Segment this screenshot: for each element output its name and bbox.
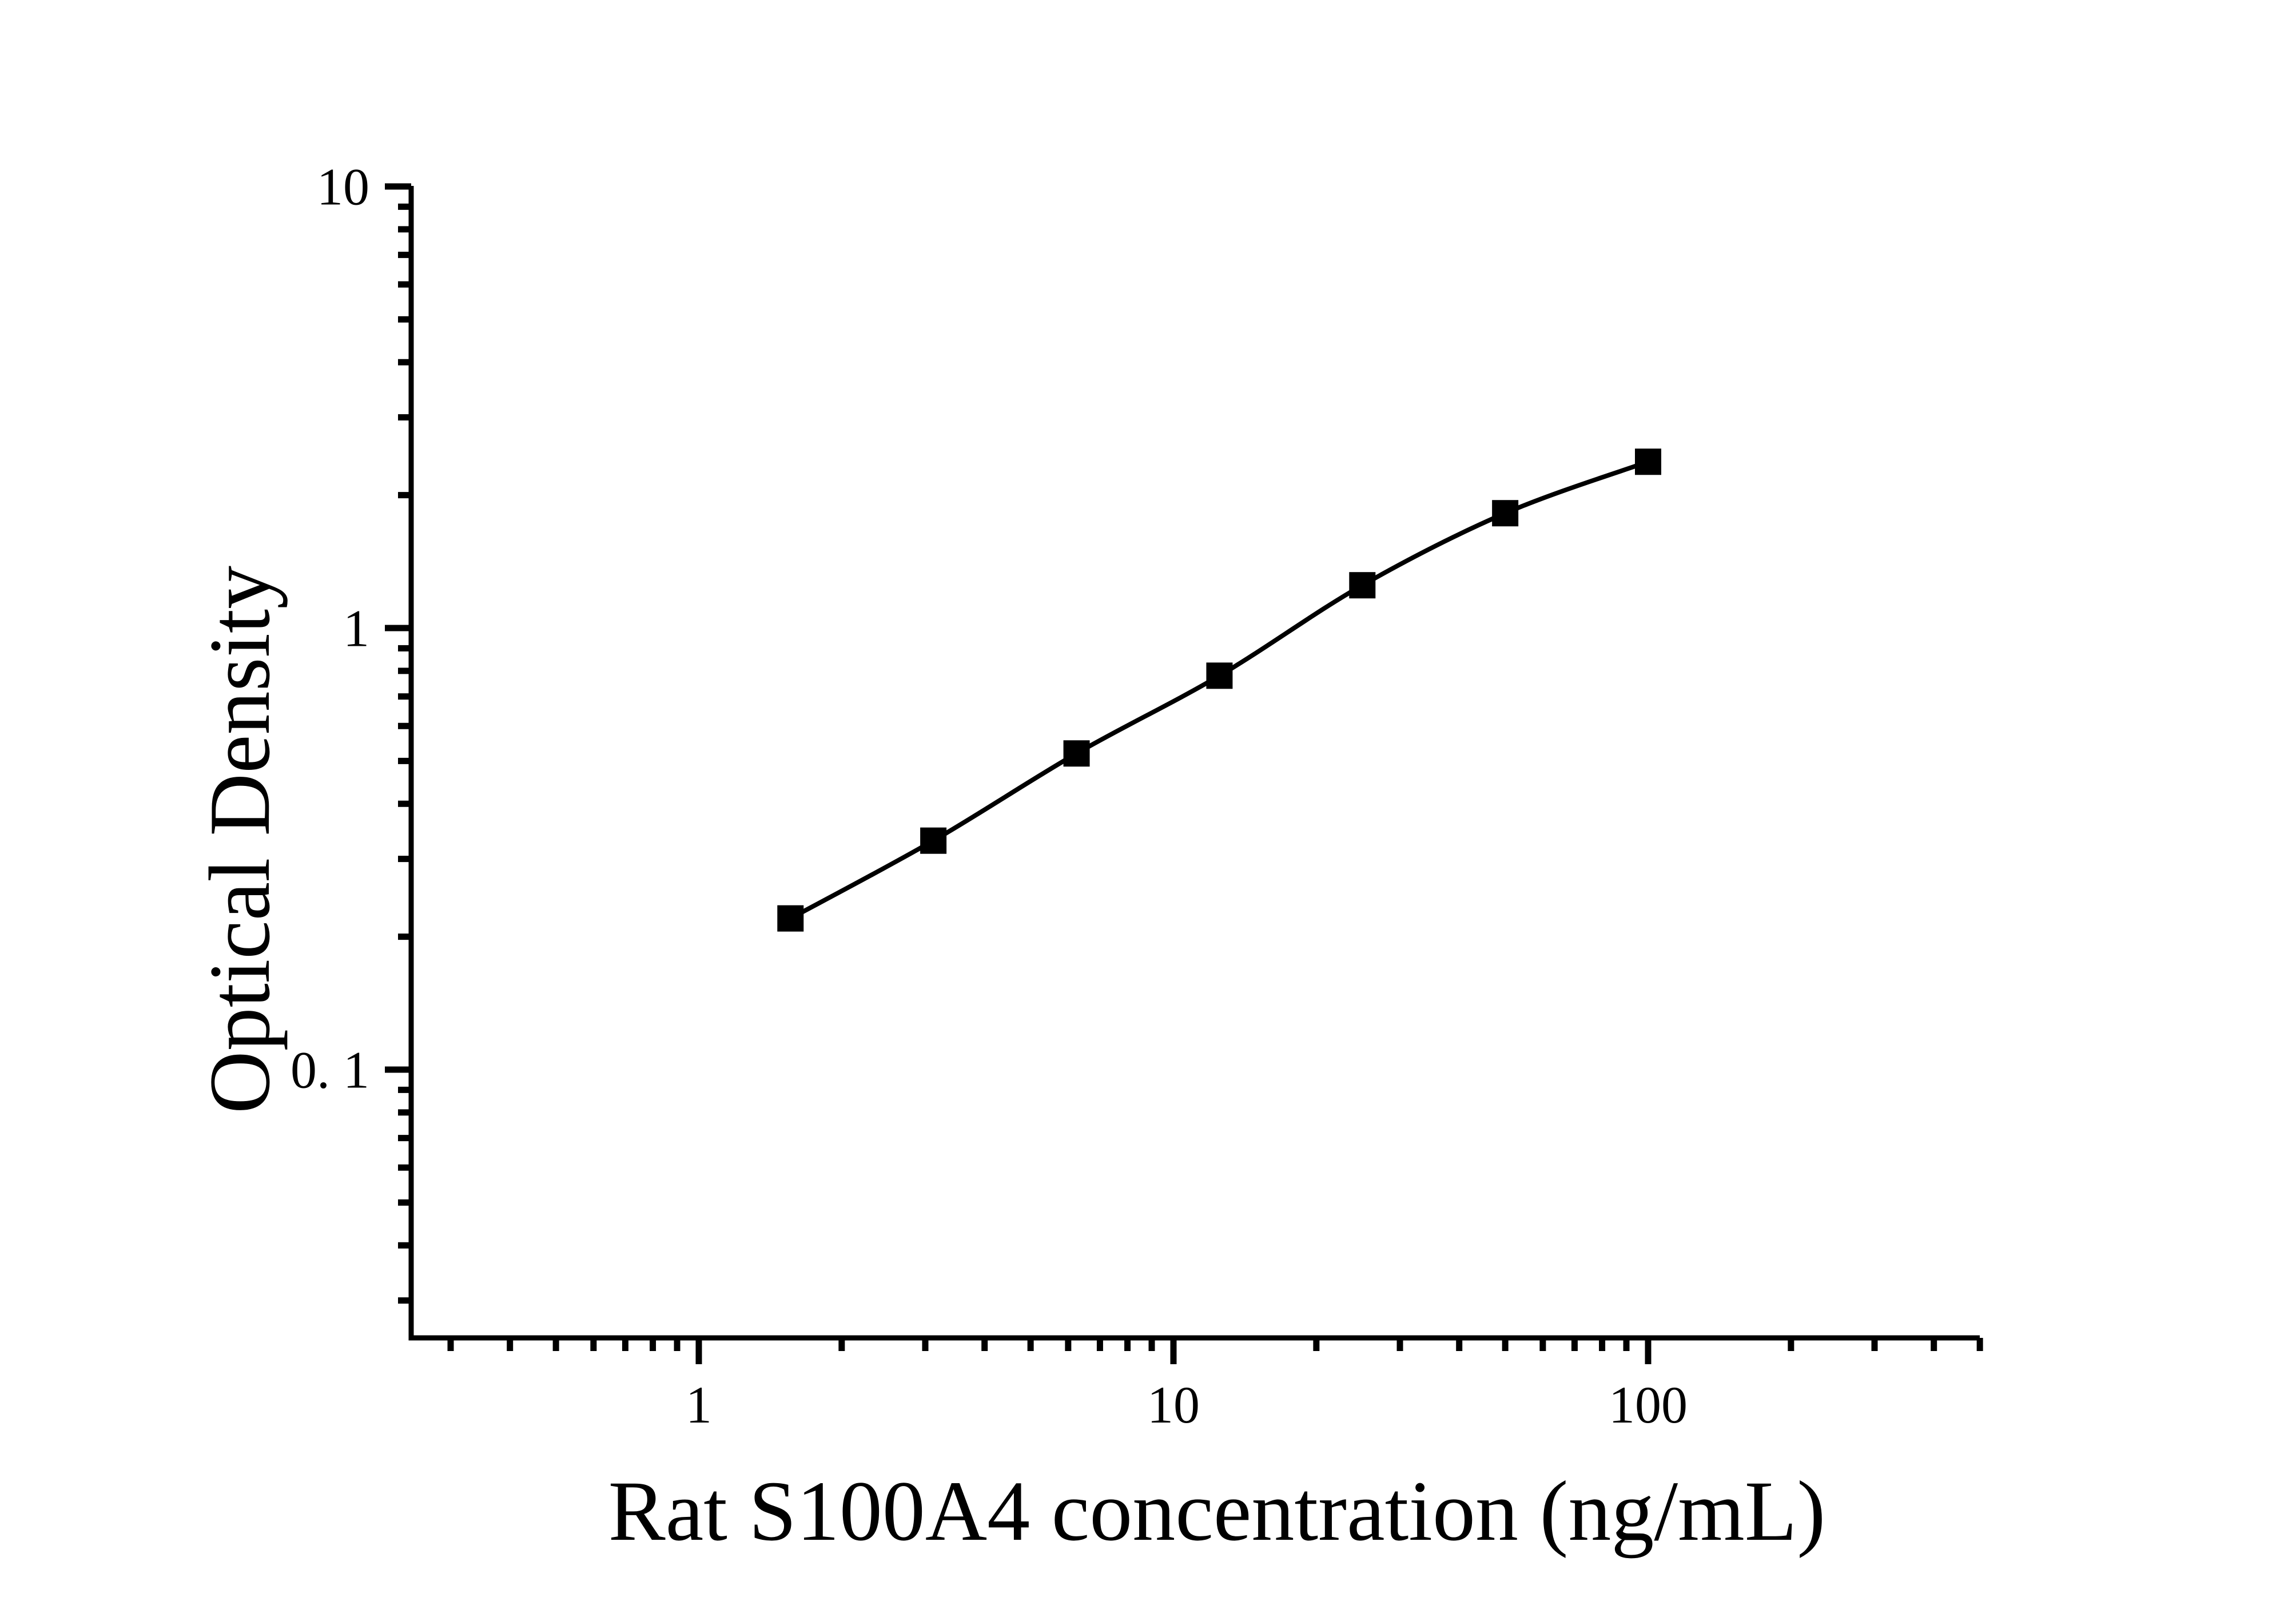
data-point-marker: [1063, 740, 1090, 767]
data-point-marker: [1492, 500, 1519, 527]
tick-labels: 1 10 100 10 1 0. 1: [291, 157, 1688, 1434]
x-tick-label: 1: [686, 1376, 712, 1434]
y-tick-label: 0. 1: [291, 1040, 369, 1099]
axis-ticks: [385, 183, 1983, 1364]
data-point-marker: [920, 827, 947, 854]
data-point-marker: [777, 905, 804, 932]
axes: [408, 186, 1980, 1341]
y-axis-title: Optical Density: [192, 566, 288, 1114]
curve: [789, 459, 1649, 921]
data-point-marker: [1635, 448, 1661, 475]
x-axis-title: Rat S100A4 concentration (ng/mL): [608, 1464, 1826, 1559]
standard-curve-line: [789, 459, 1649, 921]
y-tick-label: 10: [317, 157, 369, 216]
x-tick-label: 10: [1147, 1376, 1200, 1434]
data-point-marker: [1206, 662, 1233, 689]
y-tick-label: 1: [343, 599, 369, 657]
x-tick-label: 100: [1609, 1376, 1688, 1434]
data-points: [777, 448, 1661, 932]
data-point-marker: [1349, 572, 1376, 599]
